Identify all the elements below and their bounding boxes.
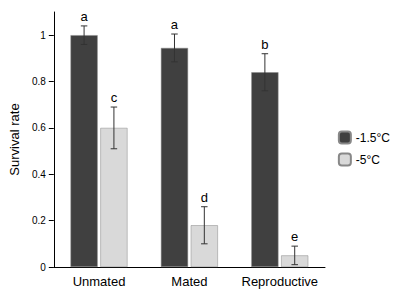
svg-text:0.4: 0.4 xyxy=(32,169,46,180)
svg-text:1: 1 xyxy=(40,30,46,41)
svg-text:Survival rate: Survival rate xyxy=(7,103,22,175)
svg-text:d: d xyxy=(201,190,208,205)
svg-text:-5°C: -5°C xyxy=(356,153,380,167)
svg-text:0.8: 0.8 xyxy=(32,76,46,87)
svg-text:b: b xyxy=(261,37,268,52)
svg-text:e: e xyxy=(291,229,298,244)
svg-text:0.6: 0.6 xyxy=(32,122,46,133)
svg-text:a: a xyxy=(171,17,179,32)
svg-text:0: 0 xyxy=(40,262,46,273)
svg-text:Reproductive: Reproductive xyxy=(241,274,318,289)
svg-text:-1.5°C: -1.5°C xyxy=(356,131,390,145)
svg-text:a: a xyxy=(80,9,88,24)
svg-text:Unmated: Unmated xyxy=(73,274,126,289)
svg-text:0.2: 0.2 xyxy=(32,215,46,226)
svg-text:Mated: Mated xyxy=(171,274,207,289)
svg-text:c: c xyxy=(111,90,118,105)
